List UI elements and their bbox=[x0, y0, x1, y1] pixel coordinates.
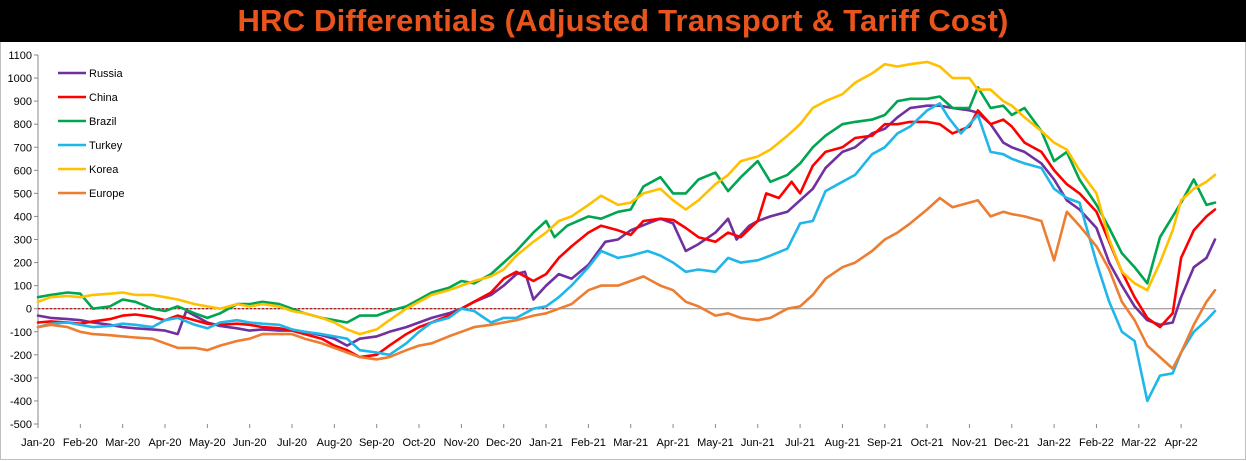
y-tick-label: 1100 bbox=[8, 50, 32, 62]
series-line-europe bbox=[36, 196, 1217, 370]
legend-label-europe: Europe bbox=[89, 188, 124, 200]
series-line-china bbox=[36, 109, 1217, 359]
x-tick-label: Nov-21 bbox=[952, 437, 987, 449]
x-tick-label: Jun-20 bbox=[233, 437, 267, 449]
x-tick-label: Sep-21 bbox=[867, 437, 902, 449]
y-tick-label: 800 bbox=[14, 119, 32, 131]
x-tick-label: Apr-20 bbox=[148, 437, 181, 449]
x-tick-label: May-20 bbox=[189, 437, 226, 449]
x-tick-label: Mar-22 bbox=[1121, 437, 1156, 449]
y-tick-label: 700 bbox=[14, 142, 32, 154]
y-tick-label: 100 bbox=[14, 281, 32, 293]
x-tick-label: Mar-20 bbox=[105, 437, 140, 449]
x-tick-label: Jan-22 bbox=[1037, 437, 1071, 449]
y-tick-label: -500 bbox=[10, 419, 32, 431]
x-tick-label: Oct-20 bbox=[403, 437, 436, 449]
y-tick-label: 400 bbox=[14, 211, 32, 223]
series-line-korea bbox=[36, 60, 1217, 336]
x-tick-label: May-21 bbox=[697, 437, 734, 449]
y-tick-label: -400 bbox=[10, 396, 32, 408]
x-tick-label: Dec-20 bbox=[486, 437, 521, 449]
x-tick-label: Feb-22 bbox=[1079, 437, 1114, 449]
legend-label-china: China bbox=[89, 92, 119, 104]
x-tick-label: Apr-21 bbox=[657, 437, 690, 449]
y-tick-label: -100 bbox=[10, 327, 32, 339]
y-tick-label: 500 bbox=[14, 188, 32, 200]
chart-title: HRC Differentials (Adjusted Transport & … bbox=[237, 3, 1009, 38]
series-line-turkey bbox=[36, 102, 1217, 403]
y-tick-label: 200 bbox=[14, 258, 32, 270]
x-tick-label: Apr-22 bbox=[1165, 437, 1198, 449]
x-tick-label: Feb-20 bbox=[63, 437, 98, 449]
x-tick-label: Jun-21 bbox=[741, 437, 775, 449]
x-tick-label: Nov-20 bbox=[444, 437, 479, 449]
x-tick-label: Dec-21 bbox=[994, 437, 1029, 449]
series-line-brazil bbox=[36, 86, 1217, 324]
legend-label-brazil: Brazil bbox=[89, 116, 117, 128]
x-tick-label: Sep-20 bbox=[359, 437, 394, 449]
y-tick-label: 300 bbox=[14, 235, 32, 247]
series-line-russia bbox=[36, 104, 1217, 347]
y-tick-label: 900 bbox=[14, 96, 32, 108]
x-tick-label: Jul-21 bbox=[785, 437, 815, 449]
legend-label-russia: Russia bbox=[89, 68, 124, 80]
y-tick-label: -200 bbox=[10, 350, 32, 362]
x-tick-label: Jan-20 bbox=[21, 437, 55, 449]
x-tick-label: Jan-21 bbox=[529, 437, 563, 449]
x-tick-label: Jul-20 bbox=[277, 437, 307, 449]
x-tick-label: Feb-21 bbox=[571, 437, 606, 449]
x-tick-label: Mar-21 bbox=[613, 437, 648, 449]
y-tick-label: 600 bbox=[14, 165, 32, 177]
legend-label-korea: Korea bbox=[89, 164, 119, 176]
y-tick-label: 0 bbox=[26, 304, 32, 316]
legend-label-turkey: Turkey bbox=[89, 140, 123, 152]
y-tick-label: 1000 bbox=[8, 73, 32, 85]
x-tick-label: Oct-21 bbox=[911, 437, 944, 449]
y-tick-label: -300 bbox=[10, 373, 32, 385]
x-tick-label: Aug-21 bbox=[825, 437, 860, 449]
x-tick-label: Aug-20 bbox=[317, 437, 352, 449]
chart-title-bar: HRC Differentials (Adjusted Transport & … bbox=[0, 0, 1246, 42]
